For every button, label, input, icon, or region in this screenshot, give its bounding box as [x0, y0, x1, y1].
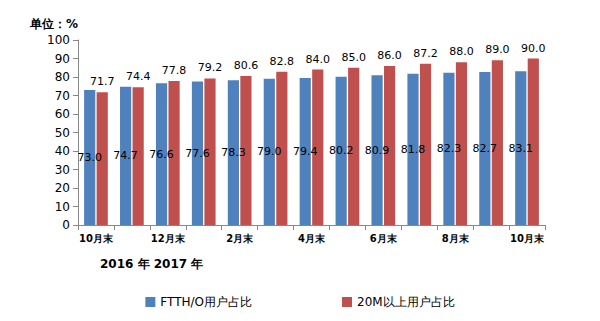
- svg-text:80: 80: [55, 70, 70, 84]
- svg-text:100: 100: [47, 33, 70, 47]
- svg-text:82.7: 82.7: [473, 142, 498, 155]
- svg-text:60: 60: [55, 107, 70, 121]
- svg-text:80.2: 80.2: [329, 144, 354, 157]
- svg-text:40: 40: [55, 144, 70, 158]
- svg-text:90.0: 90.0: [521, 42, 546, 55]
- svg-text:83.1: 83.1: [509, 142, 534, 155]
- svg-text:4月末: 4月末: [298, 233, 326, 244]
- svg-text:0: 0: [62, 218, 70, 232]
- svg-text:76.6: 76.6: [149, 148, 174, 161]
- svg-text:10: 10: [55, 200, 70, 214]
- svg-text:80.6: 80.6: [234, 59, 258, 72]
- svg-text:74.4: 74.4: [126, 70, 151, 83]
- svg-text:20M以上用户占比: 20M以上用户占比: [357, 295, 455, 309]
- svg-text:78.3: 78.3: [221, 146, 246, 159]
- svg-text:2月末: 2月末: [226, 233, 254, 244]
- svg-text:20: 20: [55, 181, 70, 195]
- svg-text:87.2: 87.2: [413, 47, 438, 60]
- svg-text:30: 30: [55, 163, 70, 177]
- svg-text:74.7: 74.7: [113, 149, 137, 162]
- svg-text:82.3: 82.3: [437, 142, 462, 155]
- svg-text:77.8: 77.8: [162, 64, 187, 77]
- svg-text:80.9: 80.9: [365, 144, 390, 157]
- svg-text:6月末: 6月末: [370, 233, 398, 244]
- svg-text:89.0: 89.0: [485, 43, 510, 56]
- svg-text:82.8: 82.8: [270, 55, 295, 68]
- svg-text:90: 90: [55, 52, 70, 66]
- svg-text:85.0: 85.0: [341, 51, 366, 64]
- svg-text:79.0: 79.0: [257, 145, 282, 158]
- svg-text:81.8: 81.8: [401, 143, 426, 156]
- svg-text:50: 50: [55, 126, 70, 140]
- svg-text:84.0: 84.0: [306, 53, 331, 66]
- svg-text:71.7: 71.7: [90, 75, 115, 88]
- svg-text:8月末: 8月末: [442, 233, 470, 244]
- svg-text:79.4: 79.4: [293, 145, 318, 158]
- svg-text:88.0: 88.0: [449, 45, 474, 58]
- svg-text:10月末: 10月末: [79, 233, 114, 244]
- svg-text:12月末: 12月末: [151, 233, 186, 244]
- svg-text:73.0: 73.0: [77, 151, 102, 164]
- svg-text:79.2: 79.2: [198, 61, 223, 74]
- svg-text:77.6: 77.6: [185, 147, 210, 160]
- svg-text:单位：%: 单位：%: [29, 17, 78, 31]
- svg-text:2016 年 2017 年: 2016 年 2017 年: [100, 257, 203, 271]
- svg-text:FTTH/O用户占比: FTTH/O用户占比: [160, 295, 252, 309]
- svg-text:70: 70: [55, 89, 70, 103]
- svg-text:10月末: 10月末: [510, 233, 545, 244]
- svg-text:86.0: 86.0: [377, 49, 402, 62]
